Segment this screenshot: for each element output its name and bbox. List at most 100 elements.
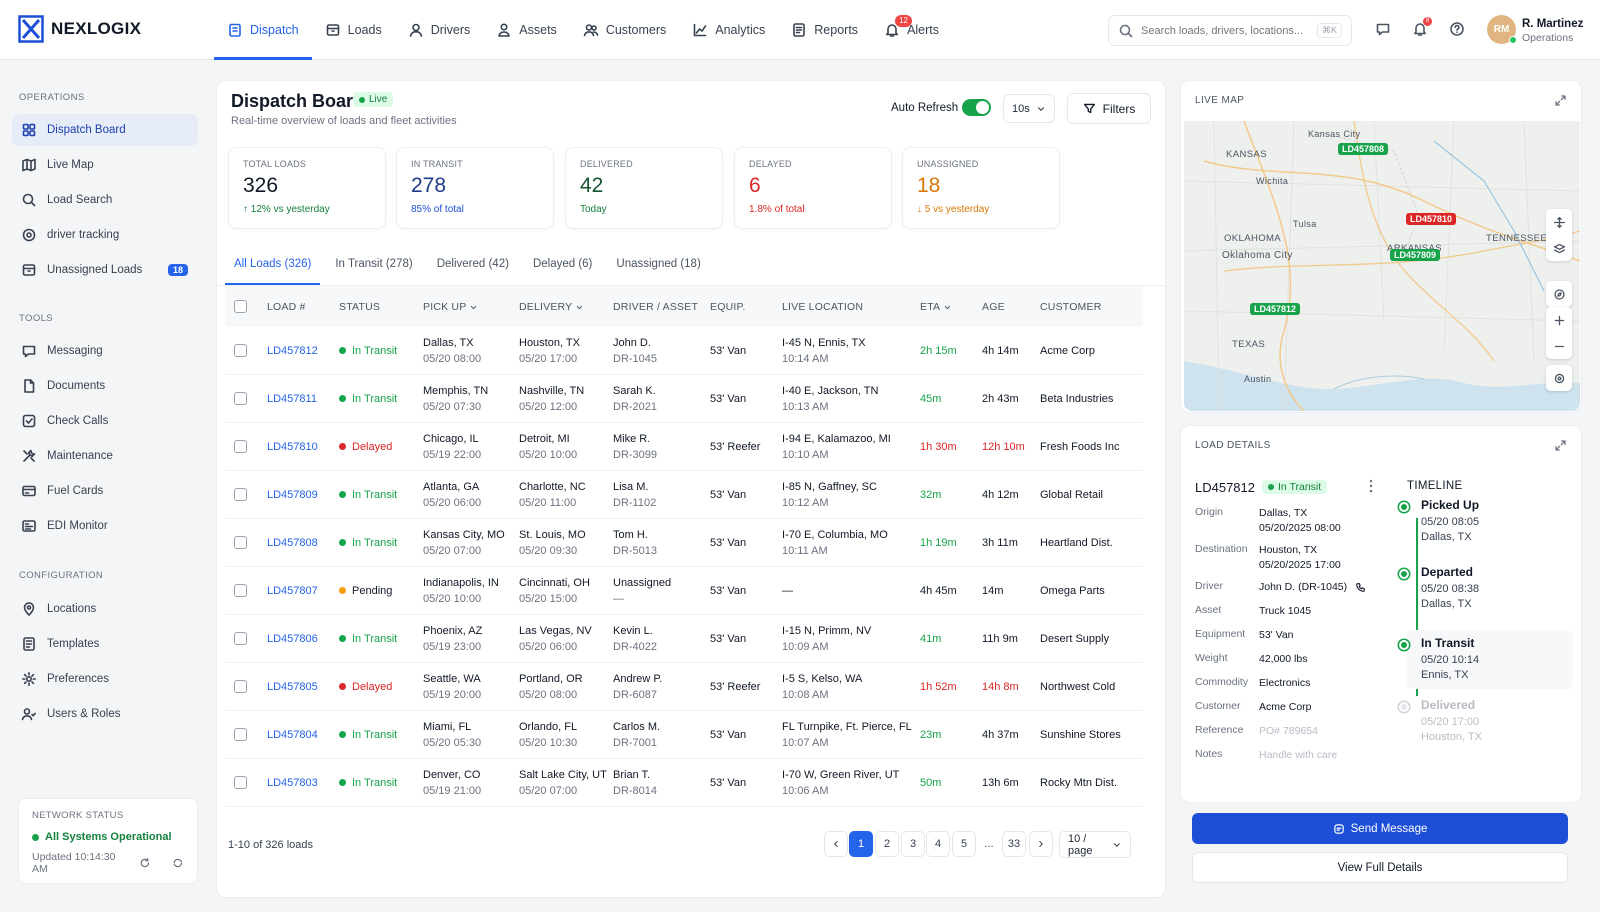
column-age[interactable]: AGE xyxy=(982,301,1005,313)
pan-tool[interactable] xyxy=(1553,209,1566,235)
table-row[interactable]: LD457805 Delayed Seattle, WA 05/19 20:00 Por… xyxy=(225,663,1143,711)
sidebar-item-documents[interactable]: Documents xyxy=(12,370,198,402)
tab-delivered[interactable]: Delivered (42) xyxy=(436,258,509,270)
expand-map-button[interactable] xyxy=(1554,94,1567,107)
sidebar-item-locations[interactable]: Locations xyxy=(12,593,198,625)
map-pin[interactable]: LD457808 xyxy=(1338,143,1389,155)
column-driver[interactable]: DRIVER / ASSET xyxy=(613,301,699,313)
send-message-button[interactable]: Send Message xyxy=(1192,813,1568,844)
load-id-link[interactable]: LD457807 xyxy=(267,585,318,597)
table-row[interactable]: LD457803 In Transit Denver, CO 05/19 21:00 S… xyxy=(225,759,1143,807)
sidebar-item-maintenance[interactable]: Maintenance xyxy=(12,440,198,472)
load-id-link[interactable]: LD457810 xyxy=(267,441,318,453)
row-checkbox[interactable] xyxy=(234,584,247,597)
sidebar-item-driver-tracking[interactable]: driver tracking xyxy=(12,219,198,251)
row-checkbox[interactable] xyxy=(234,440,247,453)
tab-in-transit[interactable]: In Transit (278) xyxy=(335,258,413,270)
tab-unassigned[interactable]: Unassigned (18) xyxy=(616,258,701,270)
load-id-link[interactable]: LD457803 xyxy=(267,777,318,789)
row-checkbox[interactable] xyxy=(234,680,247,693)
auto-refresh-toggle[interactable] xyxy=(962,99,991,116)
table-row[interactable]: LD457804 In Transit Miami, FL 05/20 05:30 Or… xyxy=(225,711,1143,759)
select-all-checkbox[interactable] xyxy=(234,300,247,313)
help-button[interactable] xyxy=(1449,21,1465,37)
table-row[interactable]: LD457812 In Transit Dallas, TX 05/20 08:00 H… xyxy=(225,327,1143,375)
map-pin[interactable]: LD457810 xyxy=(1406,213,1457,225)
load-id-link[interactable]: LD457804 xyxy=(267,729,318,741)
row-checkbox[interactable] xyxy=(234,728,247,741)
nav-drivers[interactable]: Drivers xyxy=(395,0,484,60)
phone-icon[interactable] xyxy=(1355,582,1366,593)
page-button[interactable]: 2 xyxy=(875,831,899,857)
refresh-interval-select[interactable]: 10s xyxy=(1003,94,1055,123)
table-row[interactable]: LD457806 In Transit Phoenix, AZ 05/19 23:00… xyxy=(225,615,1143,663)
map-pin[interactable]: LD457809 xyxy=(1390,249,1441,261)
load-id-link[interactable]: LD457811 xyxy=(267,393,317,405)
messages-button[interactable] xyxy=(1375,21,1391,37)
load-id-link[interactable]: LD457812 xyxy=(267,345,318,357)
map-pin[interactable]: LD457812 xyxy=(1250,303,1301,315)
sidebar-item-check-calls[interactable]: Check Calls xyxy=(12,405,198,437)
column-equipment[interactable]: EQUIP. xyxy=(710,301,746,313)
page-button[interactable]: 4 xyxy=(926,831,950,857)
per-page-select[interactable]: 10 / page xyxy=(1059,831,1131,858)
column-eta[interactable]: ETA xyxy=(920,301,952,313)
view-full-details-button[interactable]: View Full Details xyxy=(1192,852,1568,883)
layers-tool[interactable] xyxy=(1553,235,1566,261)
table-row[interactable]: LD457807 Pending Indianapolis, IN 05/20 10:… xyxy=(225,567,1143,615)
expand-details-button[interactable] xyxy=(1554,439,1567,452)
nav-analytics[interactable]: Analytics xyxy=(679,0,778,60)
sync-icon[interactable] xyxy=(172,857,184,869)
compass-tool[interactable] xyxy=(1553,281,1566,307)
more-actions-button[interactable] xyxy=(1363,478,1379,494)
nav-reports[interactable]: Reports xyxy=(778,0,871,60)
live-map[interactable]: Kansas City KANSAS Wichita OKLAHOMA Tuls… xyxy=(1184,121,1580,411)
tab-all-loads[interactable]: All Loads (326) xyxy=(225,253,321,285)
table-row[interactable]: LD457809 In Transit Atlanta, GA 05/20 06:00… xyxy=(225,471,1143,519)
sidebar-item-dispatch-board[interactable]: Dispatch Board xyxy=(12,114,198,146)
page-button[interactable]: 5 xyxy=(952,831,976,857)
sidebar-item-users-roles[interactable]: Users & Roles xyxy=(12,698,198,730)
load-id-link[interactable]: LD457805 xyxy=(267,681,318,693)
prev-page-button[interactable] xyxy=(824,831,848,857)
zoom-in-button[interactable] xyxy=(1553,307,1566,333)
page-button[interactable]: 33 xyxy=(1002,831,1026,857)
row-checkbox[interactable] xyxy=(234,536,247,549)
nav-customers[interactable]: Customers xyxy=(570,0,679,60)
zoom-out-button[interactable] xyxy=(1553,333,1566,359)
next-page-button[interactable] xyxy=(1029,831,1053,857)
row-checkbox[interactable] xyxy=(234,488,247,501)
user-menu[interactable]: R. Martinez Operations xyxy=(1522,17,1583,45)
search-input[interactable] xyxy=(1141,24,1310,37)
tab-delayed[interactable]: Delayed (6) xyxy=(532,258,593,270)
load-id-link[interactable]: LD457808 xyxy=(267,537,318,549)
sidebar-item-preferences[interactable]: Preferences xyxy=(12,663,198,695)
locate-button[interactable] xyxy=(1553,365,1566,391)
sidebar-item-live-map[interactable]: Live Map xyxy=(12,149,198,181)
row-checkbox[interactable] xyxy=(234,632,247,645)
column-live-location[interactable]: LIVE LOCATION xyxy=(782,301,864,313)
table-row[interactable]: LD457810 Delayed Chicago, IL 05/19 22:00 Det… xyxy=(225,423,1143,471)
sidebar-item-messaging[interactable]: Messaging xyxy=(12,335,198,367)
column-customer[interactable]: CUSTOMER xyxy=(1040,301,1102,313)
notifications-button[interactable]: 8 xyxy=(1412,17,1432,37)
row-checkbox[interactable] xyxy=(234,344,247,357)
column-load[interactable]: LOAD # xyxy=(267,301,306,313)
page-button[interactable]: 3 xyxy=(901,831,925,857)
brand-logo[interactable]: NEXLOGIX xyxy=(18,15,141,43)
nav-loads[interactable]: Loads xyxy=(312,0,395,60)
global-search[interactable]: ⌘K xyxy=(1108,15,1352,46)
load-id-link[interactable]: LD457809 xyxy=(267,489,318,501)
map-compass[interactable] xyxy=(1546,281,1572,307)
column-pickup[interactable]: PICK UP xyxy=(423,301,478,313)
nav-dispatch[interactable]: Dispatch xyxy=(214,0,312,60)
row-checkbox[interactable] xyxy=(234,776,247,789)
sidebar-item-fuel-cards[interactable]: Fuel Cards xyxy=(12,475,198,507)
avatar[interactable]: RM xyxy=(1487,15,1517,44)
sidebar-item-edi-monitor[interactable]: EDI Monitor xyxy=(12,510,198,542)
sidebar-item-unassigned-loads[interactable]: Unassigned Loads 18 xyxy=(12,254,198,286)
nav-assets[interactable]: Assets xyxy=(483,0,570,60)
nav-alerts[interactable]: Alerts 12 xyxy=(871,0,952,60)
row-checkbox[interactable] xyxy=(234,392,247,405)
sidebar-item-templates[interactable]: Templates xyxy=(12,628,198,660)
